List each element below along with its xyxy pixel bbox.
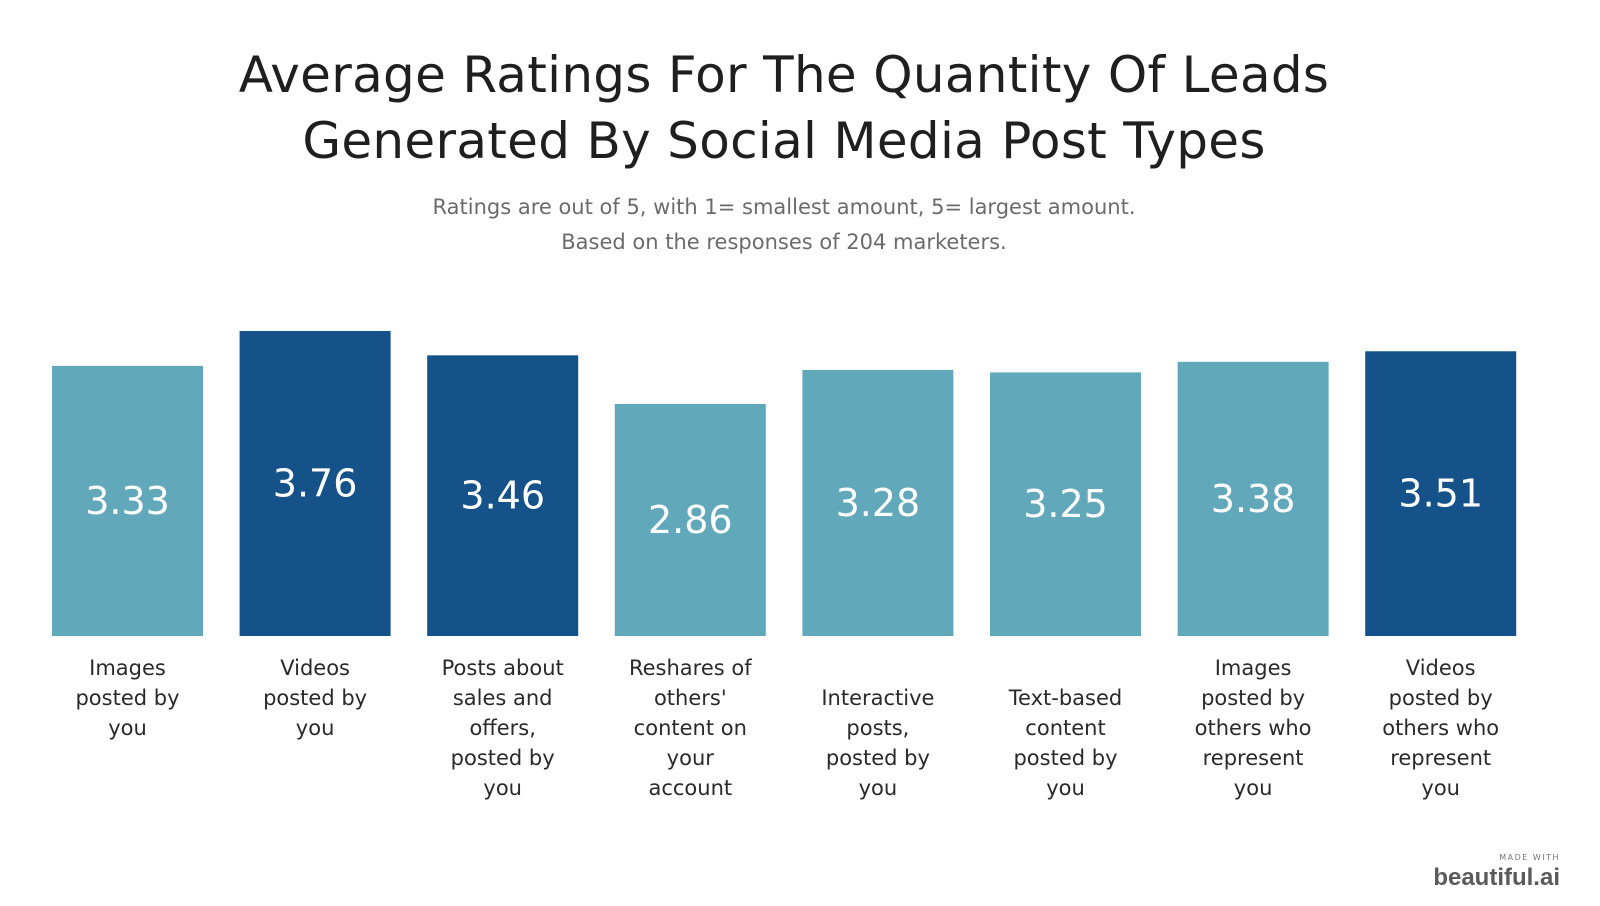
category-label-3: Posts about sales and offers, posted by you bbox=[418, 653, 588, 803]
bar-4 bbox=[614, 404, 766, 636]
bar-8 bbox=[1365, 351, 1517, 636]
bar-2 bbox=[239, 331, 391, 636]
category-label-line: posted by bbox=[450, 746, 555, 770]
bar-value-label-7: 3.38 bbox=[1211, 477, 1296, 521]
bar-5 bbox=[802, 369, 954, 636]
chart-title: Average Ratings For The Quantity Of Lead… bbox=[0, 42, 1568, 174]
category-label-4: Reshares of others' content on your account bbox=[605, 653, 775, 803]
category-label-line: you bbox=[483, 776, 522, 800]
category-label-6: Text-based content posted by you bbox=[981, 683, 1151, 803]
category-label-2: Videos posted by you bbox=[230, 653, 400, 743]
chart-subtitle-line-2: Based on the responses of 204 marketers. bbox=[561, 230, 1007, 254]
chart-title-line-1: Average Ratings For The Quantity Of Lead… bbox=[238, 46, 1330, 104]
category-label-line: content on bbox=[633, 716, 747, 740]
category-label-line: Videos bbox=[280, 656, 350, 680]
bar-value-label-2: 3.76 bbox=[273, 462, 358, 506]
category-label-line: others who bbox=[1382, 716, 1500, 740]
category-label-line: you bbox=[1046, 776, 1085, 800]
bar-value-label-6: 3.25 bbox=[1023, 482, 1108, 526]
category-label-line: posted by bbox=[1013, 746, 1118, 770]
category-label-line: you bbox=[1421, 776, 1460, 800]
category-label-line: others' bbox=[653, 686, 727, 710]
bar-value-label-5: 3.28 bbox=[836, 481, 921, 525]
category-label-line: represent bbox=[1202, 746, 1304, 770]
category-label-line: represent bbox=[1390, 746, 1492, 770]
category-label-1: Images posted by you bbox=[43, 653, 213, 743]
category-label-line: you bbox=[295, 716, 335, 740]
bar-6 bbox=[990, 372, 1141, 636]
category-label-line: posted by bbox=[1388, 686, 1493, 710]
category-label-line: others who bbox=[1194, 716, 1312, 740]
chart-subtitle: Ratings are out of 5, with 1= smallest a… bbox=[0, 190, 1568, 260]
branding-small-text: MADE WITH bbox=[1499, 853, 1560, 862]
category-label-8: Videos posted by others who represent you bbox=[1356, 653, 1526, 803]
category-label-line: you bbox=[108, 716, 147, 740]
category-label-line: Images bbox=[1214, 656, 1292, 680]
category-label-line: Posts about bbox=[441, 656, 564, 680]
bar-3 bbox=[427, 355, 579, 636]
category-label-line: posts, bbox=[846, 716, 910, 740]
category-label-line: Images bbox=[89, 656, 166, 680]
category-label-line: sales and bbox=[452, 686, 553, 710]
category-label-line: content bbox=[1025, 716, 1106, 740]
category-label-line: Videos bbox=[1405, 656, 1476, 680]
bar-1 bbox=[52, 365, 203, 636]
category-label-line: your bbox=[666, 746, 714, 770]
chart-title-line-2: Generated By Social Media Post Types bbox=[302, 112, 1266, 170]
chart-subtitle-line-1: Ratings are out of 5, with 1= smallest a… bbox=[432, 195, 1136, 219]
category-label-5: Interactive posts, posted by you bbox=[793, 683, 963, 803]
bar-value-label-8: 3.51 bbox=[1398, 472, 1483, 516]
bar-value-label-3: 3.46 bbox=[460, 474, 545, 518]
branding-main-text: beautiful.ai bbox=[1433, 864, 1560, 891]
category-label-7: Images posted by others who represent you bbox=[1168, 653, 1338, 803]
category-label-line: Interactive bbox=[821, 686, 935, 710]
category-label-line: you bbox=[858, 776, 898, 800]
category-label-line: posted by bbox=[263, 686, 368, 710]
bar-7 bbox=[1177, 361, 1329, 636]
category-label-line: posted by bbox=[75, 686, 180, 710]
category-label-line: offers, bbox=[469, 716, 536, 740]
category-label-line: posted by bbox=[1201, 686, 1306, 710]
bar-value-label-1: 3.33 bbox=[85, 479, 170, 523]
category-label-line: you bbox=[1233, 776, 1273, 800]
category-label-line: account bbox=[648, 776, 733, 800]
bar-value-label-4: 2.86 bbox=[648, 498, 733, 542]
category-label-line: Text-based bbox=[1008, 686, 1123, 710]
category-label-line: posted by bbox=[825, 746, 930, 770]
branding-logo: MADE WITH beautiful.ai bbox=[1433, 853, 1560, 892]
category-label-line: Reshares of bbox=[628, 656, 752, 680]
